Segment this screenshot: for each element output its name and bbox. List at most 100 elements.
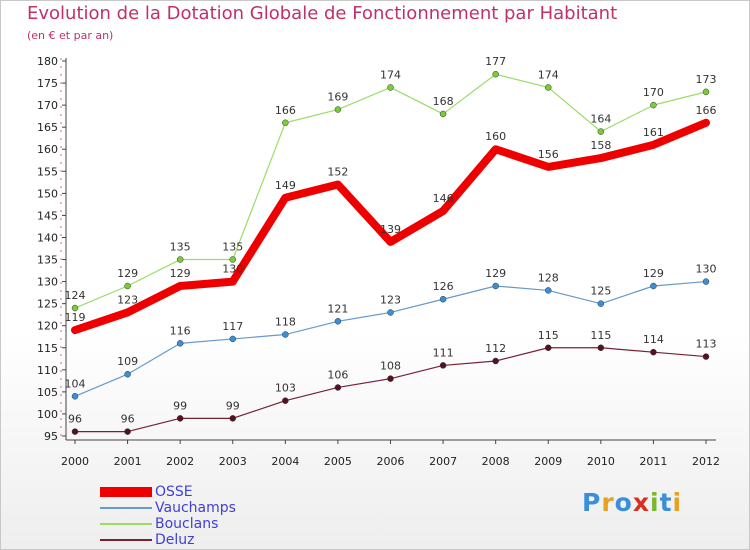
legend-swatch-osse: [100, 487, 152, 497]
y-tick-label: 110: [37, 364, 58, 377]
logo-letter: i: [672, 488, 683, 517]
data-label-deluz: 113: [696, 338, 717, 351]
data-label-bouclans: 170: [643, 86, 664, 99]
y-tick-label: 105: [37, 386, 58, 399]
data-label-vauchamps: 126: [433, 280, 454, 293]
legend-label-osse: OSSE: [155, 484, 193, 500]
data-label-vauchamps: 129: [485, 267, 506, 280]
data-label-bouclans: 135: [222, 241, 243, 254]
x-tick-label: 2012: [692, 455, 720, 468]
x-tick-label: 2005: [324, 455, 352, 468]
data-label-bouclans: 174: [380, 68, 401, 81]
data-point-deluz: [492, 357, 499, 365]
data-point-vauchamps: [545, 287, 552, 294]
data-label-vauchamps: 118: [275, 316, 296, 329]
logo-letter: P: [582, 488, 602, 517]
data-point-bouclans: [702, 88, 710, 96]
data-point-deluz: [650, 348, 657, 356]
data-point-bouclans: [229, 256, 236, 263]
y-tick-label: 180: [37, 55, 58, 68]
data-label-osse: 161: [643, 126, 664, 139]
data-point-bouclans: [545, 84, 552, 91]
y-tick-label: 175: [37, 77, 58, 90]
data-point-bouclans: [124, 282, 131, 290]
data-point-bouclans: [650, 101, 657, 109]
logo-letter: i: [650, 488, 660, 517]
data-label-osse: 139: [380, 223, 401, 236]
y-tick-label: 115: [37, 342, 58, 355]
x-tick-label: 2000: [61, 455, 89, 468]
data-point-bouclans: [439, 110, 447, 118]
data-point-deluz: [387, 375, 394, 382]
data-label-deluz: 96: [68, 413, 82, 426]
data-label-vauchamps: 125: [590, 285, 611, 298]
data-point-vauchamps: [650, 282, 657, 290]
data-point-vauchamps: [387, 309, 394, 316]
data-point-vauchamps: [334, 318, 342, 325]
data-point-bouclans: [492, 70, 499, 78]
x-tick-label: 2006: [377, 455, 405, 468]
data-label-vauchamps: 128: [538, 271, 559, 284]
data-label-osse: 119: [65, 311, 86, 324]
data-point-vauchamps: [124, 370, 131, 378]
data-point-vauchamps: [176, 340, 184, 347]
legend-swatch-deluz: [100, 539, 152, 541]
data-label-osse: 123: [117, 293, 138, 306]
data-point-deluz: [124, 428, 131, 435]
data-point-vauchamps: [702, 278, 710, 285]
x-tick-label: 2007: [429, 455, 457, 468]
data-point-bouclans: [176, 256, 184, 263]
logo-letter: r: [601, 488, 615, 517]
data-label-vauchamps: 130: [696, 263, 717, 276]
data-point-deluz: [229, 415, 236, 422]
data-label-vauchamps: 116: [170, 324, 191, 337]
data-label-osse: 152: [327, 166, 348, 179]
data-point-vauchamps: [71, 393, 79, 400]
x-tick-label: 2004: [271, 455, 299, 468]
data-point-deluz: [439, 362, 447, 369]
data-label-vauchamps: 104: [65, 377, 86, 390]
data-label-osse: 160: [485, 130, 506, 143]
data-point-deluz: [702, 353, 710, 360]
y-tick-label: 170: [37, 99, 58, 112]
data-point-vauchamps: [597, 300, 605, 307]
y-tick-label: 155: [37, 165, 58, 178]
x-tick-label: 2003: [219, 455, 247, 468]
logo-letter: x: [632, 488, 650, 517]
x-tick-label: 2011: [639, 455, 667, 468]
chart-title: Evolution de la Dotation Globale de Fonc…: [27, 3, 618, 24]
legend-label-vauchamps: Vauchamps: [155, 500, 236, 516]
data-label-bouclans: 174: [538, 68, 559, 81]
data-point-deluz: [545, 344, 552, 352]
data-label-osse: 149: [275, 179, 296, 192]
data-point-deluz: [176, 415, 184, 422]
data-label-osse: 129: [170, 267, 191, 280]
data-label-deluz: 103: [275, 382, 296, 395]
data-label-vauchamps: 117: [222, 320, 243, 333]
data-point-bouclans: [387, 84, 394, 91]
data-label-deluz: 111: [433, 346, 454, 359]
data-label-deluz: 106: [327, 368, 348, 381]
y-tick-label: 120: [37, 320, 58, 333]
data-label-deluz: 99: [226, 399, 240, 412]
data-label-bouclans: 168: [433, 95, 454, 108]
legend-swatch-bouclans: [100, 523, 152, 525]
y-tick-label: 165: [37, 121, 58, 134]
data-point-vauchamps: [229, 335, 236, 343]
data-label-osse: 146: [433, 192, 454, 205]
data-point-bouclans: [597, 128, 605, 135]
series-line-osse: [71, 118, 710, 335]
data-point-deluz: [597, 344, 605, 352]
data-label-bouclans: 173: [696, 73, 717, 86]
y-tick-label: 100: [37, 408, 58, 421]
y-tick-label: 125: [37, 298, 58, 311]
data-label-osse: 166: [696, 104, 717, 117]
x-tick-label: 2002: [166, 455, 194, 468]
y-tick-label: 95: [44, 430, 58, 443]
chart-subtitle: (en € et par an): [27, 29, 114, 42]
data-label-deluz: 115: [590, 329, 611, 342]
x-tick-label: 2010: [587, 455, 615, 468]
logo-letter: t: [659, 488, 673, 517]
